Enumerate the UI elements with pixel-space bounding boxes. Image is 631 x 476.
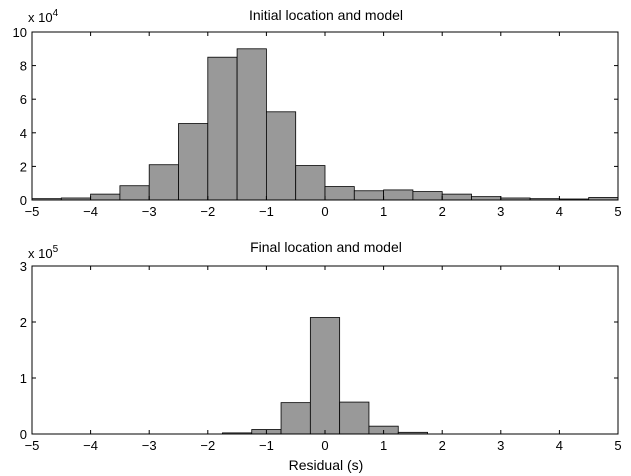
x-tick-label-initial: 2 (439, 204, 446, 219)
axis-box-final (31, 265, 619, 435)
x-tick-label-final: 5 (614, 438, 621, 453)
histogram-bar-initial (207, 56, 238, 201)
panel-initial: Initial location and model x 104 −5 −4 −3−… (13, 7, 622, 219)
y-tick-label-final: 2 (20, 315, 27, 330)
panel-final: Final location and model x 105 −5 −4 −3 −2−… (20, 239, 622, 473)
x-tick-label-initial: 3 (497, 204, 504, 219)
histogram-bar-final (280, 402, 311, 435)
x-tick-label-initial: 5 (614, 204, 621, 219)
axis-box-initial (31, 31, 619, 201)
histogram-bar-initial (119, 185, 150, 201)
y-multiplier-initial: x 104 (28, 8, 59, 25)
y-tick-label-initial: 2 (20, 159, 27, 174)
histogram-bar-final (339, 401, 370, 435)
histogram-bar-initial (265, 111, 297, 201)
histogram-bar-initial (236, 48, 267, 201)
x-tick-label-final: 3 (497, 438, 504, 453)
x-tick-label-final: 4 (556, 438, 563, 453)
histogram-bar-initial (295, 165, 326, 201)
x-tick-label-final: −2 (200, 438, 215, 453)
histogram-bar-initial (383, 189, 414, 201)
x-tick-label-final: −5 (25, 438, 40, 453)
y-tick-label-final: 1 (20, 371, 27, 386)
histogram-bar-initial (324, 186, 355, 201)
x-tick-label-initial: −1 (259, 204, 274, 219)
x-tick-label-initial: 4 (556, 204, 563, 219)
x-tick-label-final: 0 (321, 438, 328, 453)
histogram-bar-final (309, 317, 341, 435)
histogram-bar-initial (178, 123, 209, 201)
y-tick-label-initial: 6 (20, 92, 27, 107)
y-multiplier-final: x 105 (28, 244, 59, 261)
x-tick-label-initial: −2 (200, 204, 215, 219)
x-tick-label-final: −3 (142, 438, 157, 453)
histogram-bar-initial (441, 193, 472, 201)
y-multiplier-exponent-initial: 4 (53, 8, 59, 19)
x-tick-label-final: 1 (380, 438, 387, 453)
y-tick-label-initial: 0 (20, 193, 27, 208)
histogram-bar-initial (90, 193, 121, 201)
y-tick-label-final: 3 (20, 259, 27, 274)
histogram-bar-initial (353, 190, 384, 201)
y-multiplier-base-final: x 10 (28, 246, 53, 261)
x-tick-label-initial: −5 (25, 204, 40, 219)
x-tick-label-initial: −4 (83, 204, 98, 219)
y-tick-label-initial: 4 (20, 126, 27, 141)
x-tick-label-initial: 1 (380, 204, 387, 219)
x-tick-label-final: −4 (83, 438, 98, 453)
x-tick-label-final: −1 (259, 438, 274, 453)
panel-title-final: Final location and model (250, 239, 402, 255)
panel-title-initial: Initial location and model (249, 7, 403, 23)
y-multiplier-base-initial: x 10 (28, 10, 53, 25)
y-tick-label-final: 0 (20, 427, 27, 442)
histogram-bar-initial (471, 196, 502, 201)
x-tick-label-final: 2 (439, 438, 446, 453)
y-tick-label-initial: 10 (13, 25, 27, 40)
x-tick-label-initial: 0 (321, 204, 328, 219)
histogram-bar-initial (148, 164, 179, 201)
x-tick-label-initial: −3 (142, 204, 157, 219)
y-multiplier-exponent-final: 5 (53, 244, 59, 255)
y-tick-label-initial: 8 (20, 59, 27, 74)
histogram-bar-initial (412, 191, 443, 201)
x-axis-label-final: Residual (s) (289, 457, 364, 473)
